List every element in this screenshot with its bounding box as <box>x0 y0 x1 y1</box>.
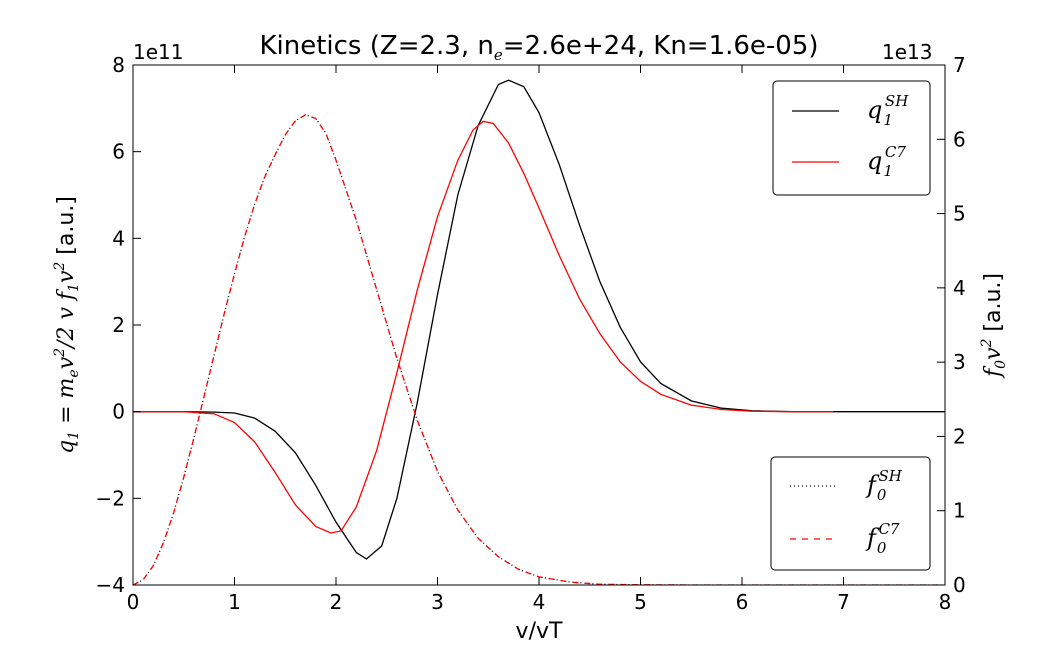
legend-q1-sh-label: q1SH <box>867 92 909 129</box>
left-y-tick-label: 6 <box>112 140 125 164</box>
left-y-tick-label: 0 <box>112 400 125 424</box>
legend-lower: f0SH f0C7 <box>770 456 931 571</box>
series-q1-sh-line <box>133 79 945 560</box>
series-q1-c7-line <box>133 120 834 534</box>
right-y-tick-label: 6 <box>953 127 966 151</box>
right-y-tick-label: 7 <box>953 53 966 77</box>
right-y-tick-label: 0 <box>953 573 966 597</box>
left-y-tick-label: −4 <box>96 573 125 597</box>
left-y-tick-label: −2 <box>96 486 125 510</box>
left-y-tick-label: 8 <box>112 53 125 77</box>
x-tick-label: 6 <box>736 590 749 614</box>
series-layer <box>133 79 945 585</box>
x-tick-label: 1 <box>228 590 241 614</box>
right-y-tick-label: 2 <box>953 424 966 448</box>
x-tick-label: 2 <box>330 590 343 614</box>
left-y-axis-label: q1 = mev2/2 v f1v2 [a.u.] <box>52 196 82 454</box>
x-tick-label: 0 <box>127 590 140 614</box>
x-tick-label: 5 <box>634 590 647 614</box>
x-tick-label: 3 <box>431 590 444 614</box>
chart-title: Kinetics (Z=2.3, ne=2.6e+24, Kn=1.6e-05) <box>259 31 818 64</box>
x-axis-label: v/vT <box>516 619 563 644</box>
left-axis-offset: 1e11 <box>133 40 183 64</box>
left-y-tick-label: 4 <box>112 226 125 250</box>
legend-upper-box <box>772 80 931 196</box>
series-f0-c7-line <box>133 114 945 585</box>
legend-q1-c7-label: q1C7 <box>867 143 906 180</box>
right-y-tick-label: 4 <box>953 276 966 300</box>
x-tick-label: 7 <box>837 590 850 614</box>
right-axis-offset: 1e13 <box>882 40 932 64</box>
right-y-tick-label: 1 <box>953 499 966 523</box>
left-y-tick-label: 2 <box>112 313 125 337</box>
legend-upper: q1SH q1C7 <box>772 80 931 196</box>
x-tick-label: 4 <box>533 590 546 614</box>
right-y-tick-label: 5 <box>953 202 966 226</box>
right-y-tick-label: 3 <box>953 350 966 374</box>
x-tick-label: 8 <box>939 590 952 614</box>
right-y-axis-label: f0v2 [a.u.] <box>979 273 1009 379</box>
legend-lower-box <box>770 456 931 571</box>
